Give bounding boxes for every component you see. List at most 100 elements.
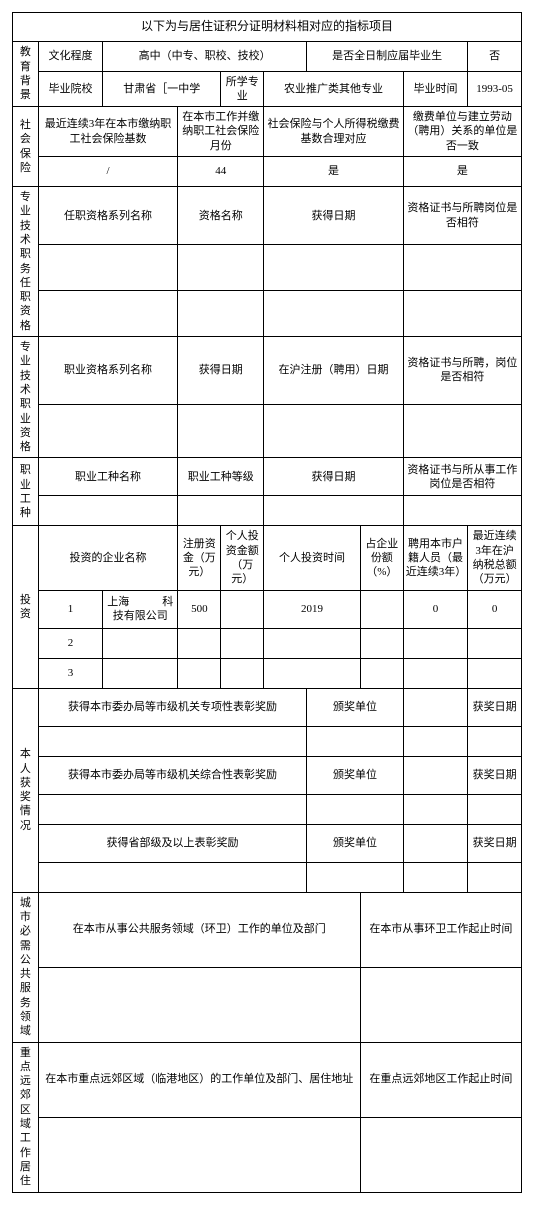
cell <box>403 794 467 824</box>
cell <box>468 862 522 892</box>
major-label: 所学专业 <box>221 71 264 107</box>
school-value: 甘肃省［一中学 <box>103 71 221 107</box>
gradtime-label: 毕业时间 <box>403 71 467 107</box>
social-tax-label: 社会保险与个人所得税缴费基数合理对应 <box>264 107 404 157</box>
award2-unit-label: 颁奖单位 <box>307 756 404 794</box>
cell <box>403 658 467 688</box>
social-months-value: 44 <box>178 157 264 187</box>
fulltime-value: 否 <box>468 41 522 71</box>
social-base-label: 最近连续3年在本市缴纳职工社会保险基数 <box>38 107 178 157</box>
cell <box>38 404 178 458</box>
award1-date-label: 获奖日期 <box>468 688 522 726</box>
cell <box>264 496 404 526</box>
cell <box>403 862 467 892</box>
titlequal-side: 专业技术职务任职资格 <box>13 187 39 337</box>
social-base-value: / <box>38 157 178 187</box>
social-months-label: 在本市工作并缴纳职工社会保险月份 <box>178 107 264 157</box>
jobtype-match-label: 资格证书与所从事工作岗位是否相符 <box>403 458 521 496</box>
invest-row1-amt <box>221 590 264 628</box>
invest-share-label: 占企业份额（%） <box>360 526 403 590</box>
invest-row1-time: 2019 <box>264 590 361 628</box>
degree-value: 高中（中专、职校、技校） <box>103 41 307 71</box>
award1-label: 获得本市委办局等市级机关专项性表彰奖励 <box>38 688 306 726</box>
award2-label: 获得本市委办局等市级机关综合性表彰奖励 <box>38 756 306 794</box>
cell <box>403 245 521 291</box>
jobtype-level-label: 职业工种等级 <box>178 458 264 496</box>
edu-side: 教育背景 <box>13 41 39 107</box>
indicator-table: 以下为与居住证积分证明材料相对应的指标项目 教育背景 文化程度 高中（中专、职校… <box>12 12 522 1193</box>
cell <box>403 688 467 726</box>
titlequal-series-label: 任职资格系列名称 <box>38 187 178 245</box>
cell <box>38 967 360 1042</box>
invest-row3-idx: 3 <box>38 658 102 688</box>
invest-regcap-label: 注册资金（万元） <box>178 526 221 590</box>
cell <box>468 794 522 824</box>
invest-row1-regcap: 500 <box>178 590 221 628</box>
cell <box>307 862 404 892</box>
invest-employ-label: 聘用本市户籍人员（最近连续3年） <box>403 526 467 590</box>
cell <box>468 658 522 688</box>
invest-row1-share <box>360 590 403 628</box>
cell <box>178 658 221 688</box>
invest-tax-label: 最近连续3年在沪纳税总额（万元） <box>468 526 522 590</box>
cell <box>103 658 178 688</box>
cell <box>360 628 403 658</box>
cell <box>103 628 178 658</box>
pubserv-side: 城市必需公共服务领域 <box>13 892 39 1042</box>
remote-side: 重点远郊区域工作居住 <box>13 1042 39 1192</box>
cell <box>403 291 521 337</box>
cell <box>38 291 178 337</box>
cell <box>38 794 306 824</box>
proqual-match-label: 资格证书与所聘，岗位是否相符 <box>403 337 521 405</box>
pubserv-work-label: 在本市从事公共服务领域（环卫）工作的单位及部门 <box>38 892 360 967</box>
major-value: 农业推广类其他专业 <box>264 71 404 107</box>
degree-label: 文化程度 <box>38 41 102 71</box>
invest-row1-tax: 0 <box>468 590 522 628</box>
invest-side: 投资 <box>13 526 39 688</box>
social-tax-value: 是 <box>264 157 404 187</box>
invest-row2-idx: 2 <box>38 628 102 658</box>
cell <box>360 1117 521 1192</box>
cell <box>38 245 178 291</box>
award3-unit-label: 颁奖单位 <box>307 824 404 862</box>
cell <box>264 628 361 658</box>
cell <box>468 628 522 658</box>
school-label: 毕业院校 <box>38 71 102 107</box>
cell <box>403 404 521 458</box>
cell <box>307 726 404 756</box>
cell <box>360 967 521 1042</box>
remote-work-label: 在本市重点远郊区域（临港地区）的工作单位及部门、居住地址 <box>38 1042 360 1117</box>
invest-row1-company: 上海 科技有限公司 <box>103 590 178 628</box>
cell <box>38 1117 360 1192</box>
invest-row1-employ: 0 <box>403 590 467 628</box>
proqual-series-label: 职业资格系列名称 <box>38 337 178 405</box>
proqual-date-label: 获得日期 <box>178 337 264 405</box>
jobtype-date-label: 获得日期 <box>264 458 404 496</box>
award-side: 本人获奖情况 <box>13 688 39 892</box>
social-side: 社会保险 <box>13 107 39 187</box>
gradtime-value: 1993-05 <box>468 71 522 107</box>
cell <box>38 496 178 526</box>
invest-personal-label: 个人投资金额（万元） <box>221 526 264 590</box>
cell <box>468 726 522 756</box>
cell <box>38 862 306 892</box>
remote-time-label: 在重点远郊地区工作起止时间 <box>360 1042 521 1117</box>
invest-time-label: 个人投资时间 <box>264 526 361 590</box>
cell <box>403 496 521 526</box>
cell <box>360 658 403 688</box>
social-match-value: 是 <box>403 157 521 187</box>
award3-date-label: 获奖日期 <box>468 824 522 862</box>
cell <box>264 658 361 688</box>
cell <box>264 404 404 458</box>
award2-date-label: 获奖日期 <box>468 756 522 794</box>
proqual-reg-label: 在沪注册（聘用）日期 <box>264 337 404 405</box>
cell <box>264 291 404 337</box>
cell <box>178 404 264 458</box>
cell <box>403 824 467 862</box>
cell <box>221 658 264 688</box>
pubserv-time-label: 在本市从事环卫工作起止时间 <box>360 892 521 967</box>
award3-label: 获得省部级及以上表彰奖励 <box>38 824 306 862</box>
invest-row1-idx: 1 <box>38 590 102 628</box>
jobtype-side: 职业工种 <box>13 458 39 526</box>
titlequal-name-label: 资格名称 <box>178 187 264 245</box>
